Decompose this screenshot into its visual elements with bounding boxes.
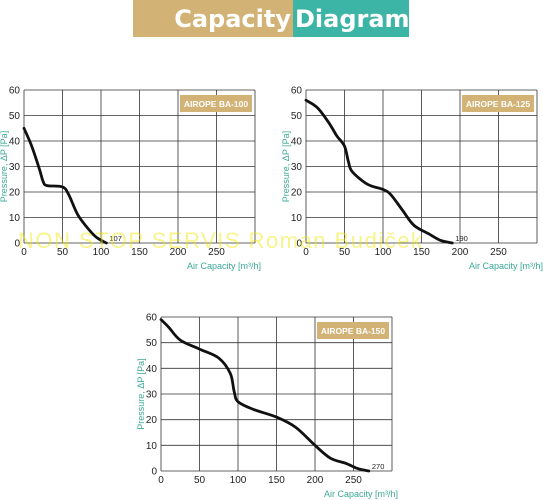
x-tick-label: 250	[490, 247, 507, 258]
y-tick-label: 50	[291, 111, 303, 122]
chart-1: 0 50 100 150 200 250 0 10 20 30 40 50 60 Air Capacity…	[0, 86, 261, 272]
x-tick-label: 150	[131, 247, 148, 258]
legend-label: AIROPE BA-125	[466, 99, 531, 109]
x-tick-label: 100	[375, 247, 392, 258]
series-line	[22, 126, 108, 245]
y-tick-label: 0	[296, 239, 302, 250]
y-tick-label: 30	[9, 162, 21, 173]
y-tick-label: 10	[291, 213, 303, 224]
x-axis-label: Air Capacity [m³/h]	[324, 489, 398, 499]
y-tick-label: 60	[146, 313, 158, 324]
y-tick-label: 40	[146, 364, 158, 375]
x-tick-label: 50	[57, 247, 69, 258]
legend-box	[462, 95, 534, 112]
y-tick-label: 50	[9, 111, 21, 122]
x-tick-label: 50	[194, 475, 206, 486]
legend-label: AIROPE BA-150	[321, 326, 386, 336]
y-tick-label: 20	[291, 188, 303, 199]
legend-box	[180, 95, 252, 112]
x-axis-label: Air Capacity [m³/h]	[469, 261, 543, 271]
series-line	[304, 98, 454, 245]
y-tick-label: 20	[9, 188, 21, 199]
x-tick-label: 100	[230, 475, 247, 486]
title-word-diagram: Diagram	[293, 0, 410, 37]
x-tick-label: 150	[268, 475, 285, 486]
x-axis-label: Air Capacity [m³/h]	[187, 261, 261, 271]
title-word-capacity: Capacity	[133, 0, 293, 37]
x-tick-label: 0	[303, 247, 309, 258]
y-tick-label: 60	[291, 86, 303, 97]
y-tick-label: 40	[9, 137, 21, 148]
x-tick-label: 50	[339, 247, 351, 258]
x-tick-label: 200	[452, 247, 469, 258]
y-tick-label: 60	[9, 86, 21, 97]
y-axis-label: Pressure, ΔP [Pa]	[281, 131, 291, 202]
y-axis-label: Pressure, ΔP [Pa]	[136, 358, 146, 429]
y-tick-label: 10	[9, 213, 21, 224]
end-value-label: 107	[109, 234, 122, 243]
x-tick-label: 250	[208, 247, 225, 258]
title-banner: Capacity Diagram	[133, 0, 410, 37]
y-tick-label: 10	[146, 441, 158, 452]
x-tick-label: 150	[413, 247, 430, 258]
x-tick-label: 100	[93, 247, 110, 258]
chart-2: 0 50 100 150 200 250 0 10 20 30 40 50 60 Air Capacity…	[281, 86, 543, 272]
x-tick-label: 200	[307, 475, 324, 486]
y-axis-label: Pressure, ΔP [Pa]	[0, 131, 9, 202]
y-tick-label: 30	[146, 390, 158, 401]
y-tick-label: 20	[146, 415, 158, 426]
y-tick-label: 40	[291, 137, 303, 148]
y-tick-label: 50	[146, 338, 158, 349]
y-tick-label: 0	[151, 467, 157, 478]
chart-3: 0 50 100 150 200 250 0 10 20 30 40 50 60 Air Capacity…	[136, 313, 398, 500]
y-tick-label: 30	[291, 162, 303, 173]
x-tick-label: 0	[158, 475, 164, 486]
legend-label: AIROPE BA-100	[184, 99, 249, 109]
series-line	[159, 318, 371, 473]
y-tick-label: 0	[14, 239, 20, 250]
end-value-label: 190	[455, 234, 468, 243]
legend-box	[317, 322, 389, 339]
x-tick-label: 250	[345, 475, 362, 486]
end-value-label: 270	[372, 462, 385, 471]
x-tick-label: 0	[21, 247, 27, 258]
x-tick-label: 200	[170, 247, 187, 258]
